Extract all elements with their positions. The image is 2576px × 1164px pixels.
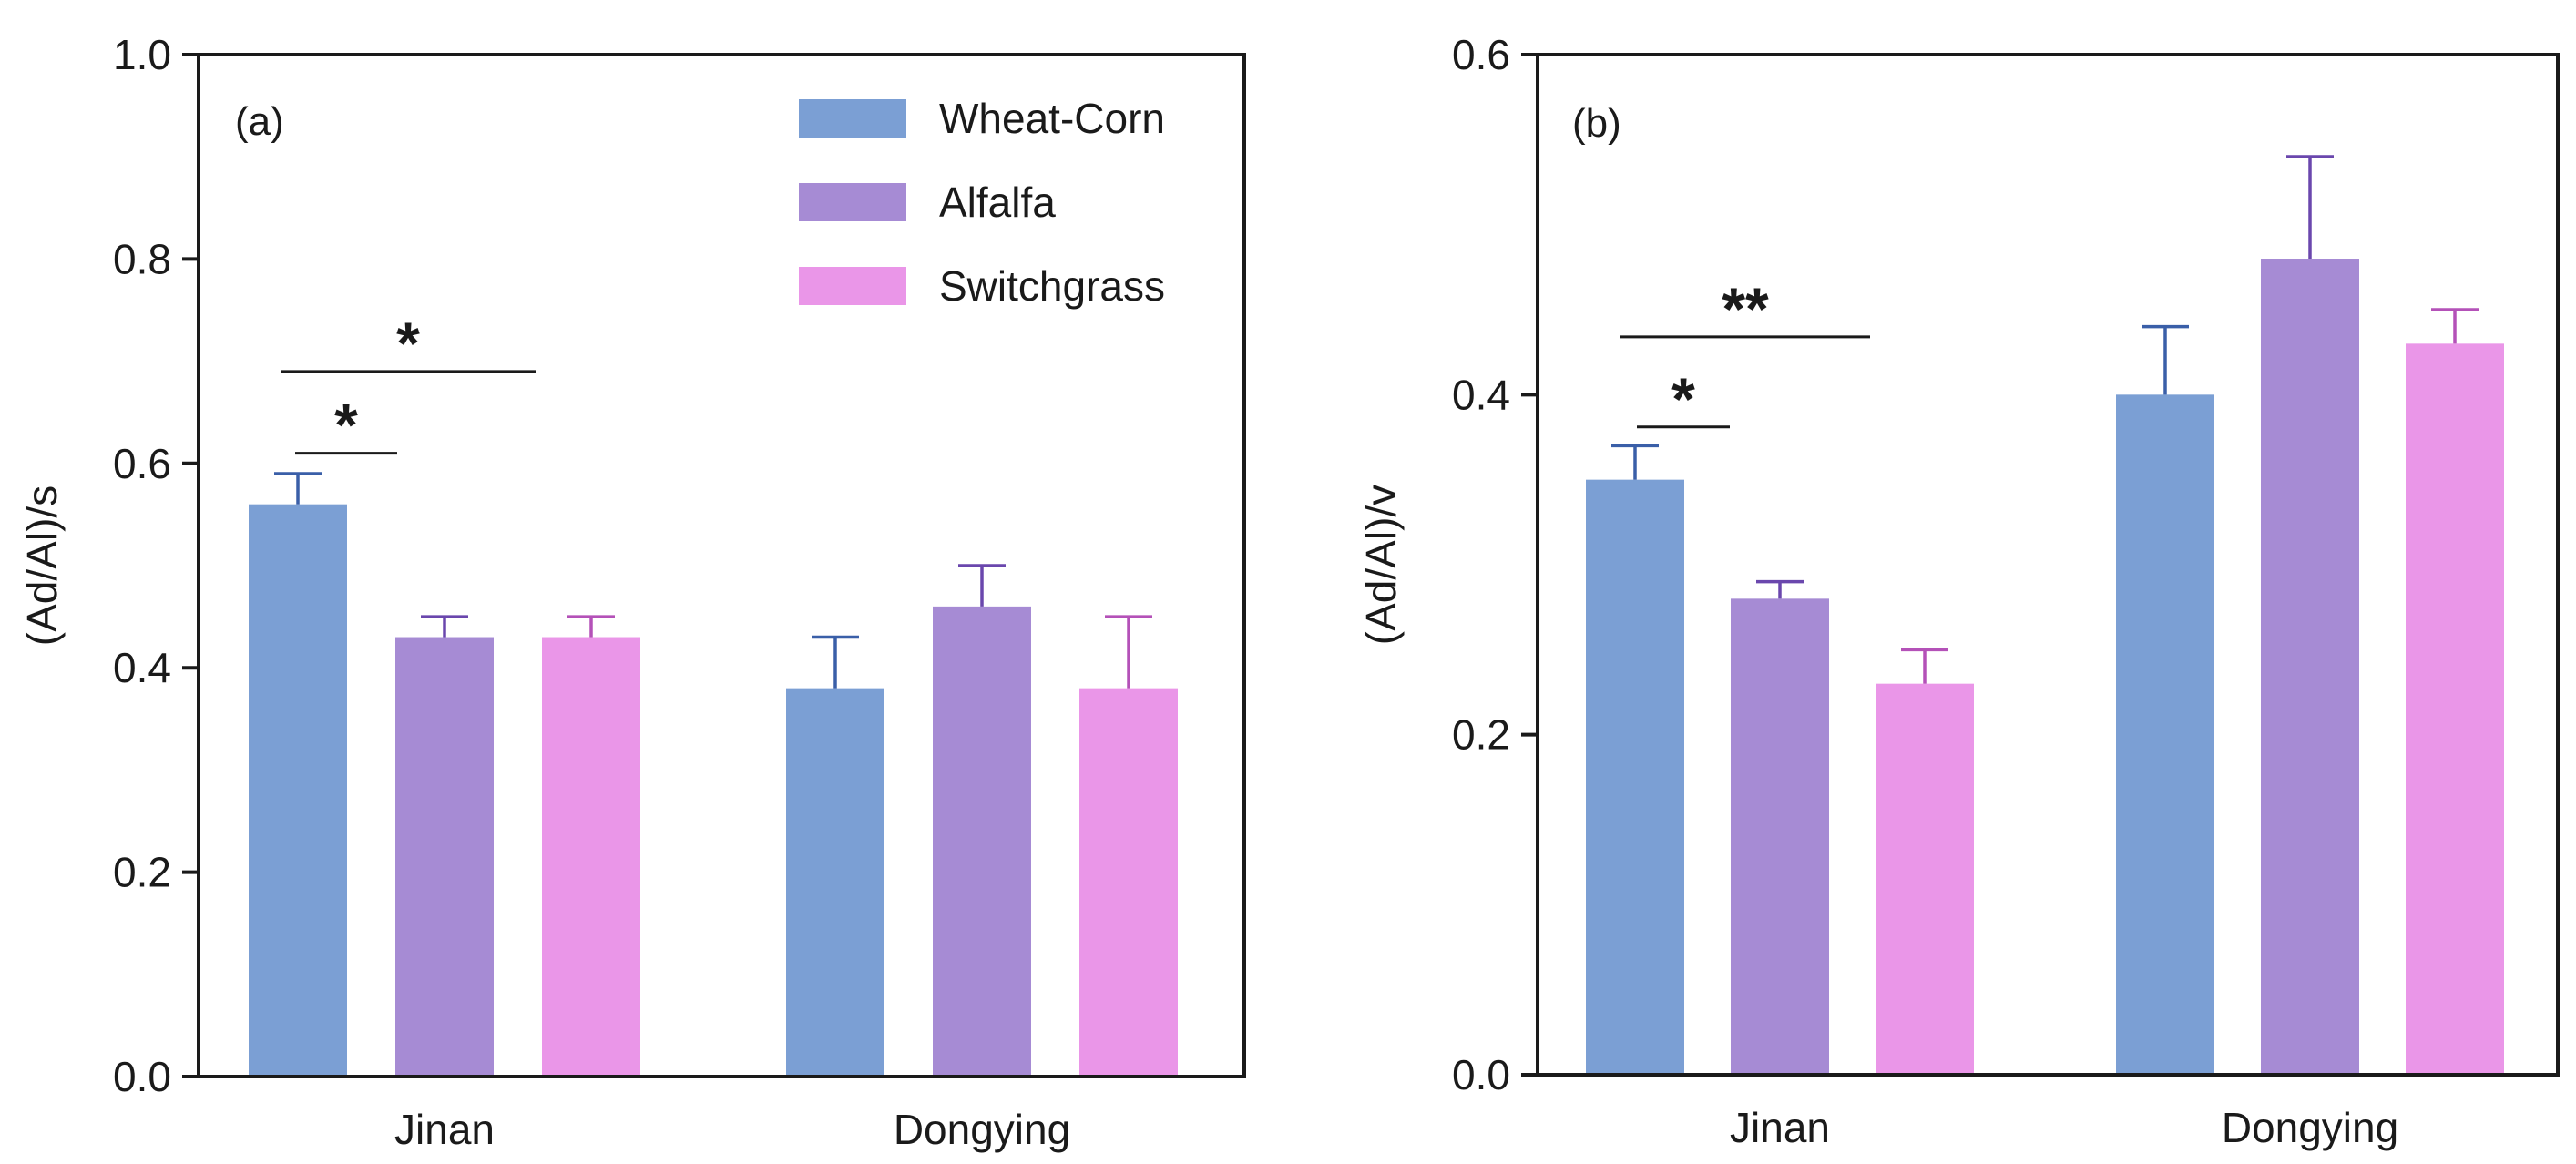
x-tick-label-a: Jinan	[394, 1106, 495, 1153]
bar-b-dongying-switchgrass	[2406, 343, 2504, 1075]
y-tick-label-a: 0.8	[113, 235, 171, 282]
y-tick-label-b: 0.2	[1452, 711, 1510, 759]
bar-b-jinan-alfalfa	[1731, 598, 1829, 1075]
plot-frame-b	[1536, 53, 2560, 1077]
y-axis-title-a: (Ad/Al)/s	[18, 485, 66, 646]
panel-label-b: (b)	[1572, 101, 1621, 146]
bar-a-dongying-switchgrass	[1079, 688, 1178, 1077]
legend-label-switchgrass: Switchgrass	[939, 262, 1165, 310]
bar-a-jinan-wheat-corn	[249, 504, 347, 1077]
plot-frame-a	[197, 53, 1246, 1078]
x-tick-label-b: Dongying	[2222, 1104, 2398, 1151]
chart-panel-a: Jinan Dongying 0.0 0.2 0.4 0.6 0.8 1.0 (Ad/Al)/s…	[18, 31, 1246, 1153]
legend-swatch-alfalfa	[799, 183, 906, 221]
significance-marker-b-1: *	[1671, 365, 1695, 433]
legend-label-alfalfa: Alfalfa	[939, 179, 1056, 226]
bar-b-jinan-switchgrass	[1876, 683, 1974, 1075]
bar-a-jinan-switchgrass	[542, 637, 640, 1077]
y-tick-label-a: 1.0	[113, 31, 171, 78]
y-tick-label-b: 0.0	[1452, 1051, 1510, 1098]
bar-b-dongying-wheat-corn	[2116, 394, 2214, 1075]
y-tick-label-a: 0.4	[113, 644, 171, 691]
bar-b-dongying-alfalfa	[2261, 259, 2359, 1075]
bar-a-dongying-wheat-corn	[786, 688, 884, 1077]
x-tick-label-a: Dongying	[894, 1106, 1070, 1153]
y-tick-label-b: 0.6	[1452, 31, 1510, 78]
y-tick-label-b: 0.4	[1452, 371, 1510, 418]
legend-label-wheat-corn: Wheat-Corn	[939, 95, 1165, 142]
significance-marker-a-1: *	[334, 392, 358, 459]
y-tick-label-a: 0.6	[113, 440, 171, 487]
bar-b-jinan-wheat-corn	[1586, 479, 1684, 1075]
significance-marker-a-2: *	[396, 310, 420, 377]
panel-label-a: (a)	[235, 99, 284, 144]
bar-a-jinan-alfalfa	[395, 637, 494, 1077]
y-axis-title-b: (Ad/Al)/v	[1357, 485, 1405, 645]
legend-swatch-wheat-corn	[799, 99, 906, 138]
bar-a-dongying-alfalfa	[933, 606, 1031, 1077]
y-tick-label-a: 0.2	[113, 849, 171, 896]
legend-swatch-switchgrass	[799, 267, 906, 305]
x-tick-label-b: Jinan	[1730, 1104, 1830, 1151]
y-tick-label-a: 0.0	[113, 1053, 171, 1100]
significance-marker-b-2: **	[1722, 275, 1769, 342]
